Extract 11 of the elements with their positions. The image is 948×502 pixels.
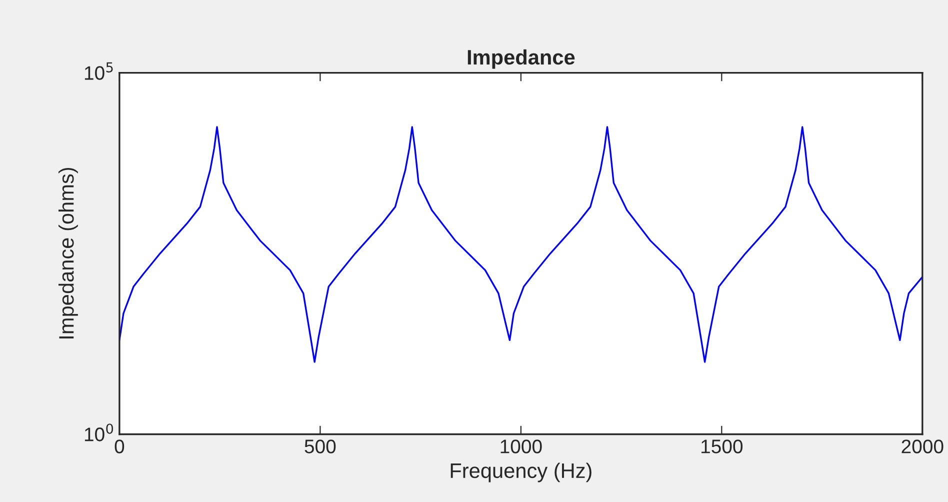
x-tick-label: 2000 [902,440,944,454]
x-tick-label: 1500 [702,440,743,454]
y-tick-label: 10$^{0}$ [84,424,114,442]
y-axis-title: Impedance (ohms) [58,168,78,338]
x-axis-title: Frequency (Hz) [450,462,592,482]
x-tick-label: 0 [114,440,124,454]
y-tick-label: 10$^{5}$ [84,62,113,80]
x-tick-label: 1000 [500,440,542,454]
chart-title: Impedance [468,49,575,69]
x-tick-label: 500 [304,440,336,454]
line-series [119,126,922,363]
